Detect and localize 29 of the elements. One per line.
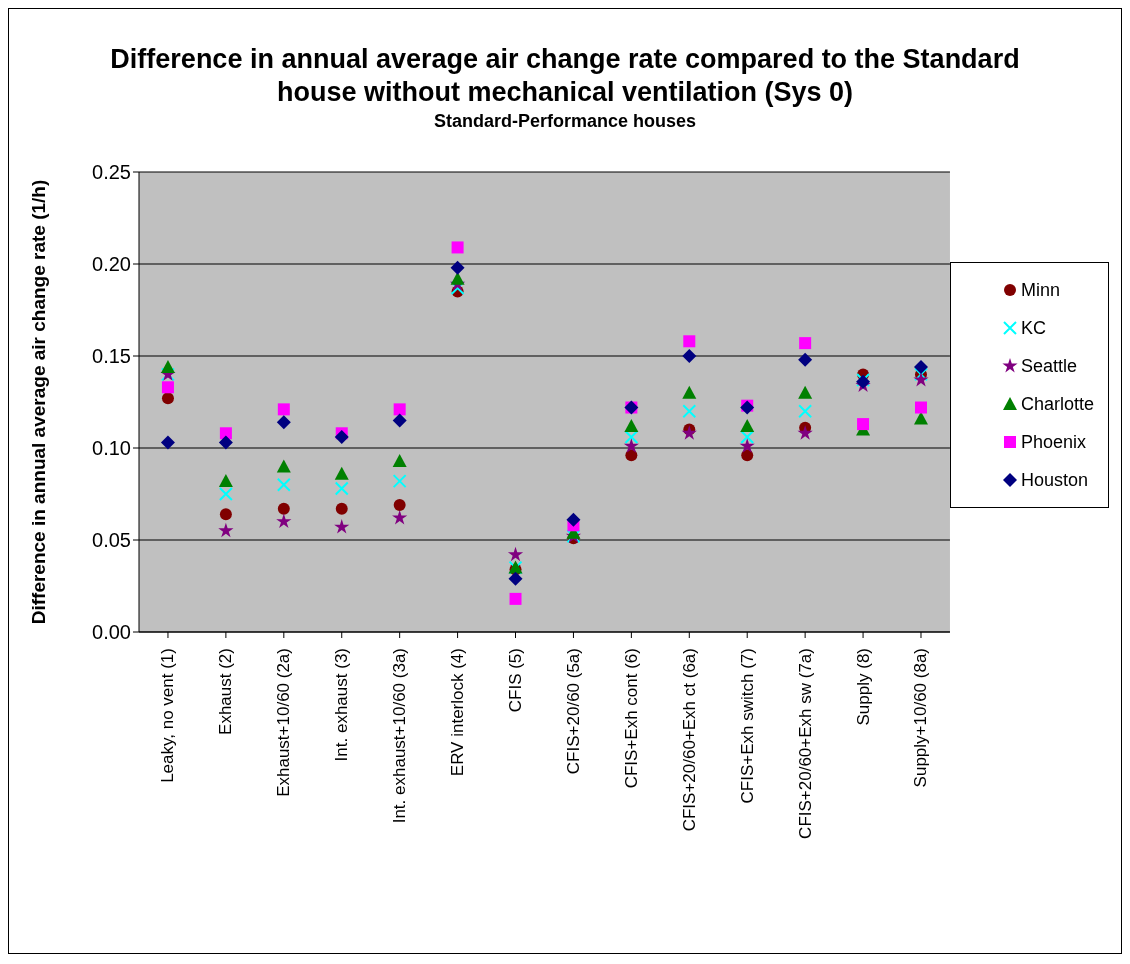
y-tick-label: 0.15 — [92, 345, 131, 368]
x-tick-label: Int. exhaust (3) — [332, 648, 352, 762]
legend-label: Seattle — [1020, 355, 1077, 377]
x-tick-label: Supply+10/60 (8a) — [911, 648, 931, 788]
chart-subtitle: Standard-Performance houses — [432, 111, 698, 132]
x-tick-label: Supply (8) — [853, 648, 873, 726]
x-tick-label: CFIS+Exh cont (6) — [621, 648, 641, 789]
x-tick-label: CFIS+20/60+Exh ct (6a) — [679, 648, 699, 832]
chart-title: Difference in annual average air change rate compared to the Standard house without mechanical ventilation (Sys 0) — [109, 43, 1021, 109]
y-axis-title: Difference in annual average air change rate (1/h) — [27, 179, 49, 625]
legend-label: KC — [1020, 317, 1046, 339]
x-tick-label: ERV interlock (4) — [448, 648, 468, 777]
x-tick-label: Exhaust (2) — [216, 648, 236, 735]
legend-label: Charlotte — [1020, 393, 1094, 415]
x-tick-label: Leaky, no vent (1) — [158, 648, 178, 783]
legend-label: Houston — [1020, 469, 1088, 491]
legend-label: Phoenix — [1020, 431, 1087, 453]
legend-label: Minn — [1020, 279, 1060, 301]
x-tick-label: CFIS+20/60+Exh sw (7a) — [795, 648, 815, 839]
x-tick-label: Exhaust+10/60 (2a) — [274, 648, 294, 797]
x-tick-label: CFIS+Exh switch (7) — [737, 648, 757, 804]
y-tick-label: 0.20 — [92, 253, 131, 276]
x-tick-label: CFIS+20/60 (5a) — [563, 648, 583, 775]
y-tick-label: 0.10 — [92, 437, 131, 460]
x-tick-label: Int. exhaust+10/60 (3a) — [390, 648, 410, 824]
y-tick-label: 0.05 — [92, 529, 131, 552]
y-tick-label: 0.00 — [92, 621, 131, 644]
x-tick-label: CFIS (5) — [506, 648, 526, 713]
y-tick-label: 0.25 — [92, 161, 131, 184]
